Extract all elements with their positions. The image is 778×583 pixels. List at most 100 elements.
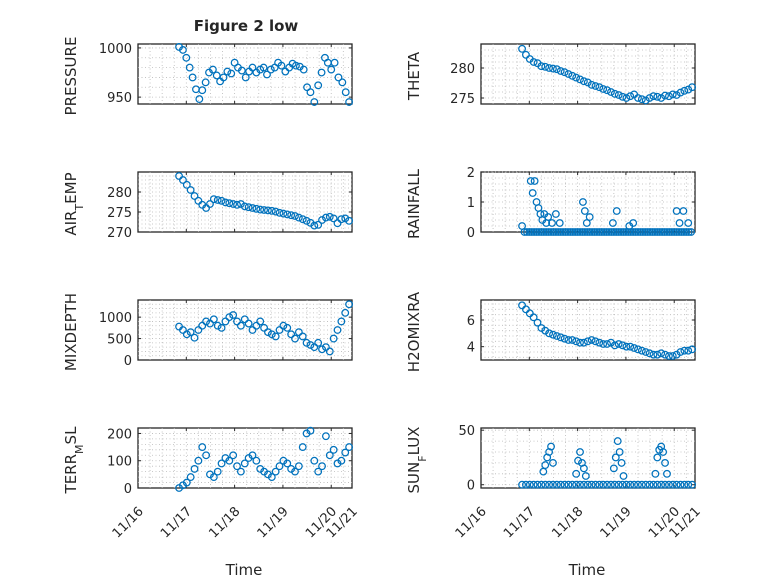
data-point	[551, 210, 560, 218]
data-point	[571, 228, 580, 236]
data-point	[576, 228, 584, 236]
data-point	[525, 309, 534, 318]
data-point	[572, 480, 581, 489]
data-point	[645, 94, 654, 102]
data-point	[248, 451, 257, 460]
data-point	[318, 462, 326, 471]
data-point	[637, 95, 646, 104]
data-point	[668, 480, 677, 489]
y-tick-label: 200	[107, 427, 132, 442]
data-point	[679, 228, 688, 236]
data-point	[179, 45, 187, 54]
series-markers	[175, 172, 354, 230]
data-point	[233, 462, 241, 471]
data-point	[595, 338, 604, 347]
data-point	[186, 473, 195, 482]
data-point	[321, 343, 330, 352]
data-point	[337, 456, 346, 465]
data-point	[260, 206, 269, 214]
data-point	[321, 213, 330, 222]
data-point	[564, 70, 573, 78]
data-point	[688, 83, 697, 92]
data-point	[638, 228, 647, 236]
data-point	[522, 50, 530, 59]
data-point	[591, 82, 600, 90]
data-point	[568, 71, 577, 80]
data-point	[545, 64, 554, 72]
data-point	[603, 86, 612, 95]
data-point	[325, 451, 334, 460]
data-point	[333, 326, 342, 334]
data-point	[248, 63, 257, 72]
data-point	[341, 308, 350, 317]
data-point	[548, 219, 556, 227]
data-point	[518, 480, 526, 489]
data-point	[529, 58, 538, 66]
y-tick-label: 0	[124, 354, 132, 369]
data-point	[585, 228, 594, 236]
data-point	[310, 343, 319, 352]
data-point	[260, 323, 269, 332]
data-point	[684, 346, 693, 355]
data-point	[233, 200, 241, 209]
data-point	[591, 480, 600, 489]
data-point	[345, 300, 354, 309]
y-tick-label: 950	[107, 91, 132, 106]
data-point	[225, 456, 234, 465]
data-point	[637, 480, 646, 489]
data-point	[279, 209, 288, 218]
data-point	[599, 340, 608, 348]
data-point	[237, 66, 246, 75]
data-point	[318, 345, 326, 354]
data-point	[329, 334, 338, 343]
data-point	[217, 459, 226, 468]
data-point	[287, 211, 296, 220]
data-point	[634, 345, 642, 354]
series-markers	[175, 43, 354, 106]
data-point	[229, 451, 238, 460]
data-point	[248, 204, 257, 212]
series-markers	[175, 426, 354, 492]
data-point	[190, 192, 199, 200]
data-point	[611, 453, 620, 462]
data-point	[552, 332, 561, 340]
subplot-mixdepth: 0 500 1000 MIXDEPTH	[62, 293, 354, 371]
data-point	[327, 65, 336, 74]
data-point	[576, 75, 584, 84]
grid-lines	[481, 171, 695, 232]
y-tick-label: 0	[124, 482, 132, 497]
data-point	[549, 330, 557, 339]
data-point	[236, 321, 245, 330]
data-point	[275, 326, 284, 334]
data-point	[573, 228, 582, 236]
y-tick-label: 280	[107, 186, 132, 201]
data-point	[330, 58, 339, 67]
data-point	[256, 317, 265, 326]
y-tick-label: 4	[467, 341, 475, 356]
y-axis-label: RAINFALL	[405, 168, 423, 239]
y-axis-label: MIXDEPTH	[62, 293, 80, 371]
subplot-h2omixra: 4 6 H2OMIXRA	[405, 291, 697, 372]
data-point	[609, 228, 618, 236]
data-point	[676, 480, 685, 489]
data-point	[198, 321, 207, 330]
figure-title: Figure 2 low	[194, 17, 299, 35]
data-point	[345, 98, 354, 106]
data-point	[622, 94, 631, 102]
data-point	[657, 349, 666, 358]
data-point	[622, 342, 631, 351]
data-point	[186, 186, 195, 194]
data-point	[287, 330, 296, 339]
data-point	[568, 336, 577, 344]
data-point	[556, 480, 565, 489]
data-point	[665, 228, 674, 236]
data-point	[608, 219, 617, 227]
series-markers	[175, 300, 354, 356]
data-point	[641, 228, 650, 236]
x-tick-label: 11/17	[158, 504, 195, 541]
data-point	[574, 456, 583, 465]
data-point	[643, 228, 652, 236]
data-point	[648, 228, 657, 236]
